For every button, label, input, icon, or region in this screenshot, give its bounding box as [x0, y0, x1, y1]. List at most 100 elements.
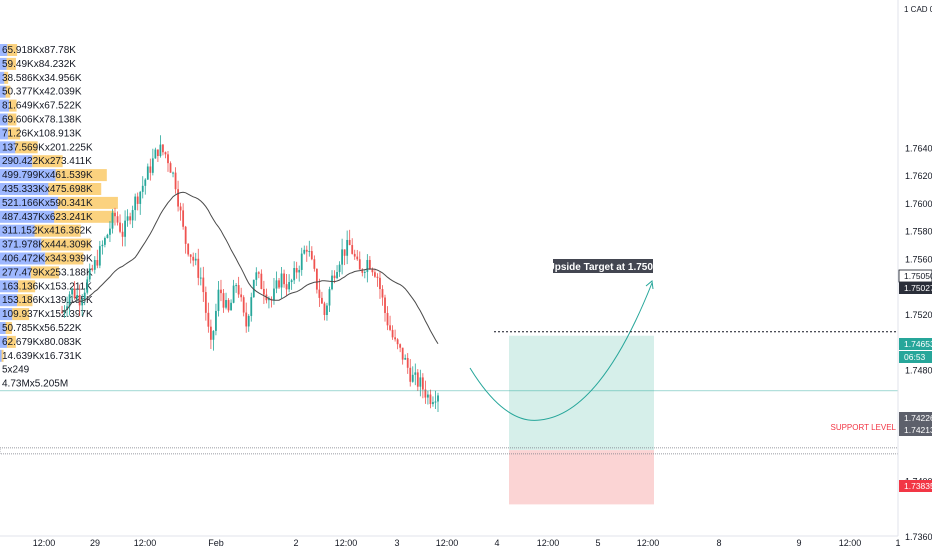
- vp-buy-bar: [0, 308, 13, 321]
- candle-body: [242, 297, 245, 313]
- projection-arc[interactable]: [469, 282, 653, 421]
- candle-body: [217, 289, 220, 311]
- candle-body: [262, 288, 265, 295]
- vp-buy-bar: [0, 44, 8, 56]
- candle-body: [419, 377, 422, 387]
- support-level-band[interactable]: [0, 447, 899, 455]
- candle-body: [202, 277, 205, 293]
- loss-zone[interactable]: [509, 450, 654, 505]
- candle-body: [404, 357, 407, 360]
- candle-body: [348, 239, 351, 246]
- candle-body: [434, 401, 437, 403]
- candle-body: [101, 244, 104, 247]
- time-tick-label: 12:00: [839, 538, 862, 548]
- candle-body: [76, 295, 79, 299]
- price-tag-label: 1.74653: [904, 339, 932, 349]
- candle-body: [177, 189, 179, 207]
- time-tick-label: Feb: [208, 538, 224, 548]
- candle-body: [197, 258, 200, 278]
- price-axis[interactable]: 1.764001.762001.760001.758001.756001.754…: [897, 0, 932, 542]
- candle-body: [394, 337, 397, 340]
- candle-body: [424, 389, 427, 398]
- price-tag-label: 1.74213: [904, 425, 932, 435]
- candle-body: [245, 312, 248, 327]
- candle-body: [96, 260, 99, 266]
- candle-body: [343, 249, 346, 256]
- candle-body: [81, 299, 84, 306]
- candle-body: [225, 300, 227, 308]
- candle-body: [285, 284, 288, 290]
- candle-body: [116, 216, 119, 223]
- candle-body: [333, 275, 336, 279]
- candle-body: [391, 329, 394, 338]
- time-tick-label: 12:00: [637, 538, 660, 548]
- candle-body: [109, 228, 111, 235]
- vp-buy-bar: [0, 335, 7, 348]
- vp-sell-bar: [54, 210, 115, 223]
- candle-body: [255, 272, 258, 280]
- candle-body: [386, 312, 389, 326]
- time-tick-label: 1: [895, 538, 900, 548]
- vp-row-label: 81.649Kx67.522K: [2, 101, 82, 112]
- candle-body: [240, 294, 243, 298]
- vp-buy-bar: [0, 210, 55, 223]
- candle-body: [313, 259, 316, 269]
- candle-body: [68, 294, 71, 307]
- candle-body: [429, 394, 432, 405]
- time-tick-label: 5: [595, 538, 600, 548]
- vp-row-label: 65.918Kx87.78K: [2, 45, 76, 56]
- vp-row-label: 311.152Kx416.362K: [2, 226, 92, 237]
- candle-body: [136, 196, 139, 204]
- vp-row-label: 5x249: [2, 365, 30, 376]
- candle-body: [315, 268, 318, 290]
- vp-row-label: 499.799Kx461.539K: [2, 170, 93, 181]
- vp-buy-bar: [0, 238, 42, 251]
- candle-body: [169, 163, 172, 173]
- candle-body: [421, 377, 424, 390]
- price-tag-label: 1.75027: [904, 283, 932, 293]
- vp-sell-bar: [4, 71, 9, 84]
- long-position-zones[interactable]: [509, 335, 654, 505]
- candle-body: [414, 372, 417, 375]
- upside-target-callout[interactable]: Upside Target at 1.7505: [548, 259, 659, 273]
- vp-row-label: 59.49Kx84.232K: [2, 59, 76, 70]
- vp-buy-bar: [0, 169, 56, 182]
- candle-body: [273, 288, 275, 301]
- candle-body: [260, 273, 263, 289]
- candle-body: [194, 258, 197, 261]
- candle-body: [232, 285, 235, 303]
- time-axis[interactable]: 12:00 29 12:00 Feb 2 12:00 3 12:00 4 12:00 5 12:00 8…: [0, 535, 901, 548]
- candle-body: [389, 325, 391, 330]
- candle-body: [399, 344, 402, 348]
- candle-body: [162, 144, 164, 153]
- candle-body: [146, 166, 149, 180]
- vp-row-label: 153.186Kx139.185K: [2, 295, 93, 306]
- vp-sell-bar: [15, 141, 38, 154]
- vp-buy-bar: [0, 349, 2, 362]
- candle-body: [114, 212, 116, 217]
- price-level-lines[interactable]: [0, 280, 899, 455]
- candle-body: [432, 402, 434, 405]
- time-tick-label: 4: [494, 538, 499, 548]
- vp-row-label: 137.569Kx201.225K: [2, 142, 93, 153]
- vp-row-label: 487.437Kx623.241K: [2, 212, 93, 223]
- profit-zone[interactable]: [509, 335, 654, 451]
- candle-body: [124, 220, 126, 237]
- candle-body: [111, 212, 114, 229]
- vp-row-label: 290.422Kx273.411K: [2, 156, 92, 167]
- candle-body: [71, 288, 73, 295]
- candle-body: [144, 179, 147, 186]
- candle-body: [351, 245, 354, 254]
- candle-body: [437, 395, 439, 402]
- candle-body: [338, 264, 341, 273]
- price-tick-label: 1.75600: [905, 254, 932, 264]
- candle-body: [298, 269, 301, 273]
- vp-row-label: 14.639Kx16.731K: [2, 351, 82, 362]
- candle-body: [376, 276, 379, 278]
- vp-buy-bar: [0, 141, 16, 154]
- candle-body: [368, 259, 371, 270]
- candle-body: [151, 158, 154, 173]
- candle-body: [250, 297, 253, 316]
- price-tag: [899, 480, 932, 492]
